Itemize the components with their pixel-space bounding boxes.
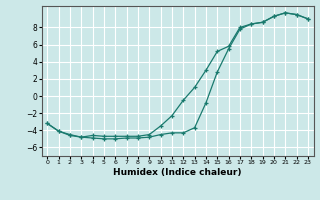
X-axis label: Humidex (Indice chaleur): Humidex (Indice chaleur)	[113, 168, 242, 177]
